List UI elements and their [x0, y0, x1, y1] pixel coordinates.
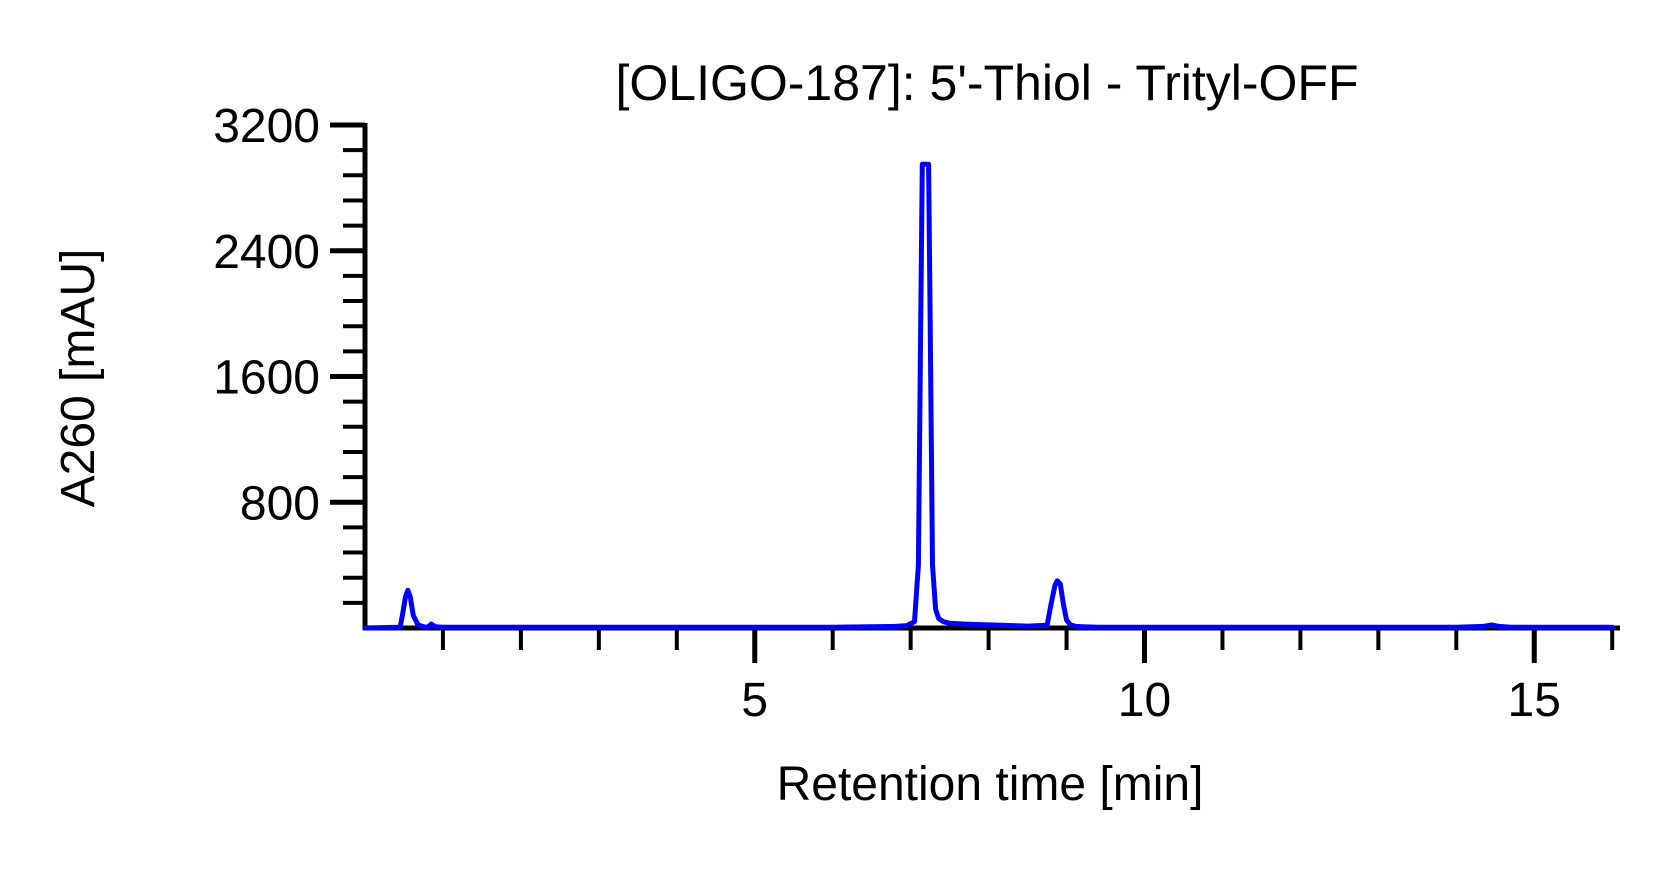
x-axis-title: Retention time [min] — [777, 758, 1204, 811]
chart-title: [OLIGO-187]: 5'-Thiol - Trityl-OFF — [616, 55, 1359, 111]
chromatogram-trace — [362, 161, 1615, 631]
y-axis-title: A260 [mAU] — [52, 249, 105, 508]
y-tick-label: 3200 — [213, 100, 320, 153]
y-tick-label: 1600 — [213, 352, 320, 405]
x-tick-label: 15 — [1508, 674, 1561, 727]
x-tick-label: 10 — [1118, 674, 1171, 727]
x-axis-ticks: 5 10 15 — [440, 628, 1615, 727]
y-tick-label: 2400 — [213, 226, 320, 279]
x-tick-label: 5 — [741, 674, 768, 727]
y-tick-label: 800 — [240, 477, 320, 530]
y-axis-ticks: 800 1600 2400 3200 — [213, 100, 365, 605]
